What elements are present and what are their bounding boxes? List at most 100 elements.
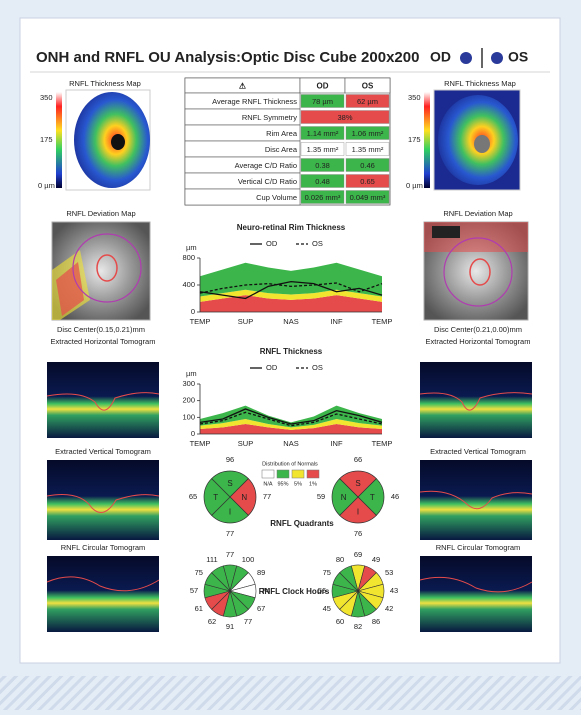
tomogram-label: Extracted Horizontal Tomogram xyxy=(51,337,156,346)
quadrant-value: 59 xyxy=(317,492,325,501)
quadrant-letter: I xyxy=(229,507,231,516)
table-cell xyxy=(345,94,390,108)
disc-outline xyxy=(96,254,118,282)
tomogram-label: RNFL Circular Tomogram xyxy=(61,543,146,552)
scale-label: 175 xyxy=(408,135,421,144)
x-tick-label: TEMP xyxy=(190,439,211,448)
cell-value: 0.049 mm³ xyxy=(350,193,386,202)
cell-value: 0.38 xyxy=(315,161,330,170)
scan-circle xyxy=(443,237,513,307)
legend-box xyxy=(261,469,275,479)
disc-center: Disc Center(0.21,0.00)mm xyxy=(434,325,522,334)
unit-label: µm xyxy=(186,369,197,378)
horizontal-tomogram xyxy=(47,362,159,438)
cell-value: 1.35 mm² xyxy=(352,145,384,154)
legend-label: 95% xyxy=(277,481,288,487)
clock-value: 69 xyxy=(354,550,362,559)
quadrant-value: 77 xyxy=(263,492,271,501)
table-cell xyxy=(345,126,390,140)
quadrant xyxy=(211,496,249,524)
segmentation xyxy=(419,576,533,593)
od-dot xyxy=(460,52,472,64)
clock-value: 77 xyxy=(244,617,252,626)
normative-band xyxy=(200,419,382,430)
quadrant xyxy=(357,478,385,516)
table-cell xyxy=(300,142,345,156)
quadrant xyxy=(203,478,231,516)
cell-value: 0.48 xyxy=(315,177,330,186)
table-cell xyxy=(300,190,345,204)
chart-title: Neuro-retinal Rim Thickness xyxy=(237,223,346,232)
cell-value: 78 µm xyxy=(312,97,333,106)
normative-band xyxy=(200,424,382,434)
x-tick-label: SUP xyxy=(238,439,253,448)
clock-value: 67 xyxy=(257,604,265,613)
cell-value: 1.06 mm² xyxy=(352,129,384,138)
deviation-overlay xyxy=(432,226,460,238)
x-tick-label: NAS xyxy=(283,439,298,448)
deviation-overlay xyxy=(56,262,84,316)
clock-value: 62 xyxy=(208,617,216,626)
cell-value: 0.46 xyxy=(360,161,375,170)
od-images: RNFL Thickness Map 350 175 0 µm RNFL Dev… xyxy=(38,79,160,632)
horizontal-tomogram xyxy=(420,362,532,438)
table-header: OD xyxy=(317,82,329,91)
clock-value: 74 xyxy=(262,586,270,595)
disc-outline xyxy=(469,258,491,286)
scale-label: 350 xyxy=(408,93,421,102)
deviation-map-label: RNFL Deviation Map xyxy=(443,209,512,218)
legend-box xyxy=(306,469,320,479)
clock-value: 80 xyxy=(336,555,344,564)
thickness-map-label: RNFL Thickness Map xyxy=(69,79,141,88)
tomogram-label: Extracted Horizontal Tomogram xyxy=(426,337,531,346)
clock-value: 100 xyxy=(242,555,255,564)
cell-value: 1.35 mm² xyxy=(307,145,339,154)
normative-band xyxy=(200,289,382,302)
clock-value: 56 xyxy=(318,586,326,595)
legend-label: N/A xyxy=(263,481,273,487)
table-cell xyxy=(345,190,390,204)
quadrant-value: 66 xyxy=(354,455,362,464)
scale-label: 0 µm xyxy=(406,181,423,190)
y-tick-label: 400 xyxy=(182,280,195,289)
circular-tomogram xyxy=(420,556,532,632)
clock-value: 75 xyxy=(195,568,203,577)
quadrant-value: 65 xyxy=(189,492,197,501)
table-cell xyxy=(300,158,345,172)
quadrant-value: 96 xyxy=(226,455,234,464)
x-tick-label: INF xyxy=(330,317,343,326)
scale-label: 350 xyxy=(40,93,53,102)
quadrant xyxy=(339,496,377,524)
disc xyxy=(474,135,490,153)
clock-value: 111 xyxy=(206,555,217,564)
y-tick-label: 100 xyxy=(182,412,195,421)
chart-title: RNFL Thickness xyxy=(260,347,323,356)
tomogram-label: RNFL Circular Tomogram xyxy=(436,543,521,552)
normative-band xyxy=(200,262,382,297)
segmentation xyxy=(46,576,160,592)
y-tick-label: 800 xyxy=(182,253,195,262)
quadrant-letter: N xyxy=(241,493,247,502)
x-tick-label: SUP xyxy=(238,317,253,326)
tomogram-label: Extracted Vertical Tomogram xyxy=(55,447,151,456)
os-dot xyxy=(491,52,503,64)
color-scale xyxy=(424,92,430,188)
y-tick-label: 0 xyxy=(191,307,195,316)
title: ONH and RNFL OU Analysis:Optic Disc Cube… xyxy=(36,49,419,66)
quadrant xyxy=(331,478,359,516)
cell-value: 1.14 mm² xyxy=(307,129,339,138)
row-label: Rim Area xyxy=(266,129,298,138)
clock-value: 57 xyxy=(190,586,198,595)
quadrant xyxy=(229,478,257,516)
clock-value: 42 xyxy=(385,604,393,613)
clock-value: 82 xyxy=(354,622,362,631)
clock-hour xyxy=(211,565,231,593)
disc-center: Disc Center(0.15,0.21)mm xyxy=(57,325,145,334)
scale-label: 0 µm xyxy=(38,181,55,190)
quadrant xyxy=(211,470,249,498)
quadrant-letter: T xyxy=(213,493,218,502)
unit-label: µm xyxy=(186,243,197,252)
x-tick-label: TEMP xyxy=(190,317,211,326)
quadrant xyxy=(339,470,377,498)
clock-value: 53 xyxy=(385,568,393,577)
